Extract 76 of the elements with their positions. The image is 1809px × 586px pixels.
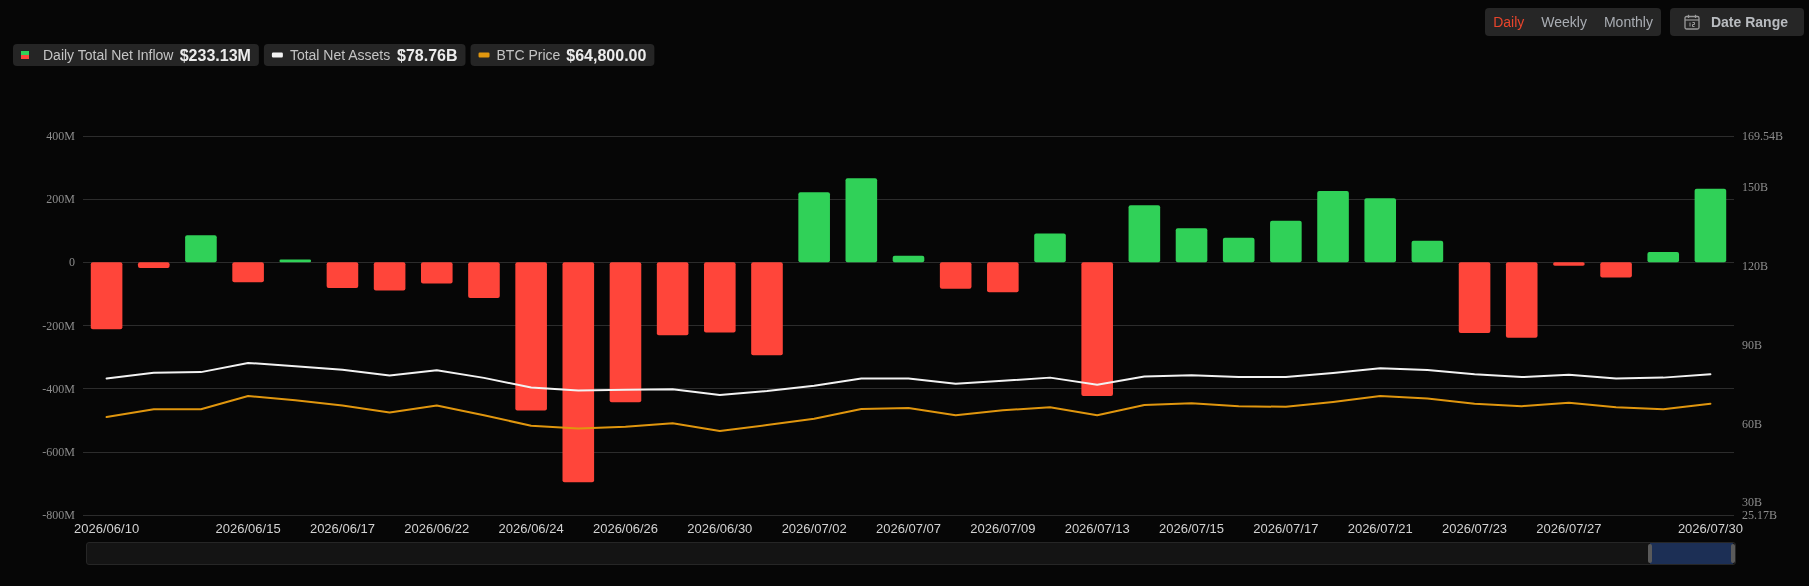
x-tick-label: 2026/06/15: [215, 521, 281, 536]
bar: [1694, 188, 1727, 263]
bar: [373, 262, 406, 291]
bar: [185, 235, 217, 263]
y2-tick-label: 150B: [1742, 180, 1769, 195]
bar: [468, 262, 500, 299]
x-tick-label: 2026/07/07: [875, 521, 942, 536]
bar: [751, 262, 783, 356]
bar: [1222, 237, 1255, 263]
bar: [939, 262, 972, 289]
bar: [1081, 262, 1113, 396]
bar: [1647, 251, 1680, 263]
y2-tick-label: 120B: [1742, 259, 1769, 274]
y-tick-label: -600M: [42, 444, 76, 459]
bar: [1270, 220, 1302, 263]
bar: [1034, 233, 1066, 263]
y2-tick-label: 90B: [1742, 337, 1763, 352]
x-tick-label: 2026/06/10: [74, 521, 140, 536]
y2-tick-label: 60B: [1742, 416, 1763, 431]
y2-tick-label: 30B: [1742, 495, 1763, 510]
bar: [279, 259, 312, 263]
bar: [1364, 198, 1397, 263]
bar: [137, 262, 170, 269]
y-tick-label: -800M: [42, 508, 76, 522]
bar: [90, 262, 123, 330]
bar: [1553, 262, 1585, 266]
bar: [232, 262, 264, 283]
x-tick-label: 2026/07/13: [1064, 521, 1130, 536]
bar: [326, 262, 359, 288]
y-tick-label: 200M: [46, 192, 76, 207]
legend-label: BTC Price: [496, 47, 561, 63]
bar: [515, 262, 547, 411]
x-tick-label: 2026/06/24: [498, 521, 564, 536]
date-range-button[interactable]: Date Range: [1669, 8, 1804, 36]
y-tick-label: -400M: [42, 381, 76, 396]
x-tick-label: 2026/07/09: [970, 521, 1036, 536]
bar: [656, 262, 689, 336]
period-toggle[interactable]: Daily Weekly Monthly: [1485, 8, 1661, 36]
x-tick-label: 2026/06/22: [404, 521, 470, 536]
bar: [420, 262, 453, 284]
x-tick-label: 2026/06/17: [309, 521, 375, 536]
bar: [1458, 262, 1491, 334]
y2-tick-label: 25.17B: [1742, 508, 1778, 522]
bar: [609, 262, 642, 403]
x-tick-label: 2026/07/15: [1158, 521, 1225, 536]
text: $233.13M: [179, 46, 251, 64]
bar: [1128, 205, 1161, 263]
y2-tick-label: 169.54B: [1742, 129, 1784, 143]
x-tick-label: 2026/07/02: [781, 521, 847, 536]
x-tick-label: 2026/06/30: [687, 521, 753, 536]
y-tick-label: 0: [69, 255, 75, 270]
bar: [892, 255, 925, 263]
legend-label: Daily Total Net Inflow: [43, 47, 175, 63]
x-tick-label: 2026/07/27: [1536, 521, 1602, 536]
bar: [845, 178, 878, 263]
bar: [1175, 228, 1208, 263]
text: $78.76B: [397, 46, 458, 64]
bar: [1317, 190, 1349, 263]
x-tick-label: 2026/07/17: [1253, 521, 1319, 536]
bar: [1411, 240, 1444, 263]
bar: [562, 262, 595, 483]
y-tick-label: 400M: [46, 129, 76, 143]
x-tick-label: 2026/07/23: [1442, 521, 1508, 536]
x-tick-label: 2026/07/30: [1677, 521, 1743, 536]
line-series: [105, 361, 1712, 396]
bar: [987, 262, 1019, 293]
text: $64,800.00: [566, 46, 647, 64]
bar: [798, 192, 830, 263]
x-tick-label: 2026/07/21: [1347, 521, 1413, 536]
x-tick-label: 2026/06/26: [592, 521, 659, 536]
bar: [1505, 262, 1538, 338]
range-slider[interactable]: [86, 542, 1736, 565]
bar: [1600, 262, 1632, 278]
legend-label: Total Net Assets: [289, 47, 391, 63]
y-tick-label: -200M: [42, 318, 76, 333]
bar: [704, 262, 736, 333]
